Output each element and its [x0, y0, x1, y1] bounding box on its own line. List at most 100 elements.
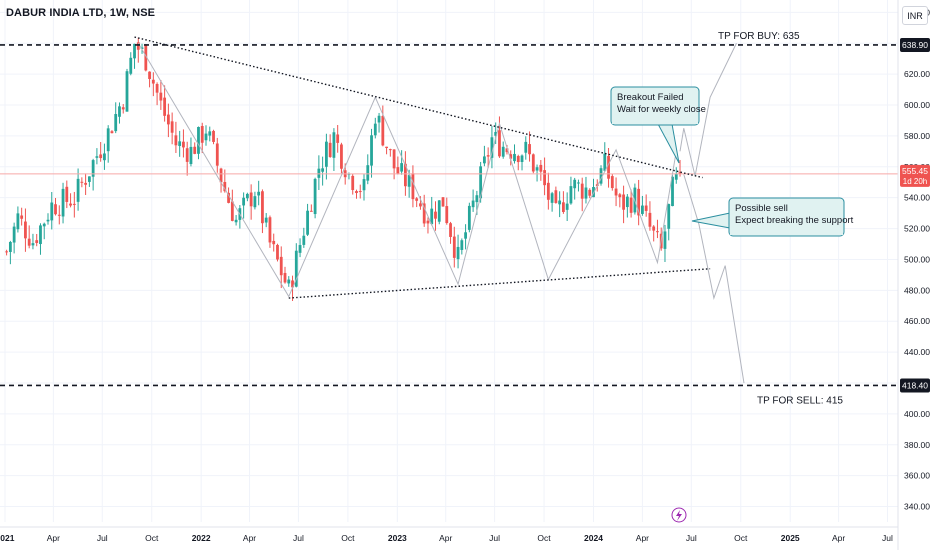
candle-body	[227, 192, 230, 203]
candle-body	[362, 179, 366, 191]
candle-body	[65, 186, 69, 202]
price-tick-label: 460.00	[904, 316, 930, 326]
price-tick-label: 480.00	[904, 285, 930, 295]
breakout-failed-callout-cover	[612, 115, 698, 124]
possible-sell-callout-cover	[730, 226, 843, 235]
candle-body	[546, 182, 550, 200]
candle-body	[539, 164, 543, 172]
last-price-value: 555.45	[902, 166, 928, 176]
candle-body	[531, 154, 535, 172]
candle-body	[294, 250, 298, 287]
candle-body	[464, 232, 467, 239]
breakout-failed-callout-pointer	[657, 123, 680, 164]
candle-body	[16, 213, 20, 230]
price-tick-label: 380.00	[904, 440, 930, 450]
time-tick-label: Apr	[832, 533, 845, 543]
candle-body	[264, 217, 268, 223]
candle-body	[467, 205, 471, 230]
candle-body	[302, 235, 306, 245]
possible-sell-callout-line: Expect breaking the support	[735, 215, 854, 226]
candle-body	[603, 153, 607, 171]
time-tick-label: 2023	[388, 533, 407, 543]
candle-body	[452, 236, 456, 258]
candle-body	[475, 195, 479, 203]
candle-body	[114, 114, 118, 132]
currency-button[interactable]: INR	[902, 6, 928, 25]
candle-body	[268, 217, 272, 243]
time-tick-label: Jul	[882, 533, 893, 543]
candle-body	[185, 148, 189, 162]
price-tick-label: 540.00	[904, 193, 930, 203]
tp-sell-axis-badge	[900, 378, 930, 393]
candle-body	[577, 182, 580, 184]
candle-body	[543, 170, 546, 186]
candle-body	[629, 197, 633, 213]
candle-body	[118, 106, 121, 117]
candle-body	[215, 143, 219, 166]
candle-body	[80, 181, 84, 183]
candle-body	[449, 223, 452, 237]
breakout-failed-callout-line: Wait for weekly close	[617, 104, 706, 115]
candle-body	[321, 168, 325, 172]
candle-body	[245, 193, 249, 199]
candle-body	[614, 188, 618, 196]
candle-body	[415, 198, 419, 201]
candle-body	[87, 176, 91, 182]
candle-body	[24, 221, 27, 239]
tp-buy-axis-label: 638.90	[902, 40, 928, 50]
time-tick-label: Jul	[686, 533, 697, 543]
candle-body	[471, 200, 475, 208]
candle-body	[103, 153, 106, 161]
candle-body	[151, 79, 155, 84]
candle-body	[272, 240, 276, 245]
candle-body	[309, 210, 313, 212]
candle-body	[219, 168, 223, 183]
candle-body	[144, 45, 148, 71]
candle-body	[422, 203, 426, 224]
candle-body	[445, 206, 449, 224]
candle-body	[148, 71, 151, 79]
candle-body	[178, 141, 182, 146]
candle-body	[622, 194, 625, 210]
candle-body	[482, 156, 486, 164]
candle-body	[426, 220, 430, 224]
grid	[0, 0, 898, 522]
symbol-title[interactable]: DABUR INDIA LTD, 1W, NSE	[6, 7, 156, 19]
candle-body	[392, 149, 396, 169]
candle-body	[516, 156, 520, 163]
candle-body	[377, 115, 381, 123]
candle-body	[479, 166, 483, 199]
sell-projection-path	[683, 174, 745, 384]
candle-body	[313, 178, 317, 215]
time-tick-label: Oct	[145, 533, 159, 543]
candle-body	[5, 251, 9, 253]
candle-body	[27, 238, 31, 246]
candle-body	[509, 154, 513, 159]
candle-body	[641, 205, 644, 214]
candle-body	[437, 200, 441, 222]
possible-sell-callout-line: Possible sell	[735, 203, 788, 214]
candle-body	[155, 84, 159, 93]
candle-body	[486, 155, 490, 157]
candle-body	[84, 182, 88, 185]
candle-body	[340, 144, 343, 169]
candle-body	[558, 200, 562, 205]
candle-body	[460, 240, 464, 250]
candle-body	[182, 141, 185, 148]
candle-body	[554, 190, 558, 203]
candle-body	[358, 191, 362, 193]
candle-body	[76, 178, 80, 202]
candle-body	[136, 42, 140, 50]
last-price-countdown: 1d 20h	[903, 177, 927, 186]
time-tick-label: Oct	[734, 533, 748, 543]
candle-body	[133, 43, 136, 59]
time-tick-label: Apr	[243, 533, 256, 543]
price-tick-label: 600.00	[904, 100, 930, 110]
candle-body	[253, 196, 257, 208]
candle-body	[223, 181, 227, 192]
candle-body	[656, 231, 659, 233]
